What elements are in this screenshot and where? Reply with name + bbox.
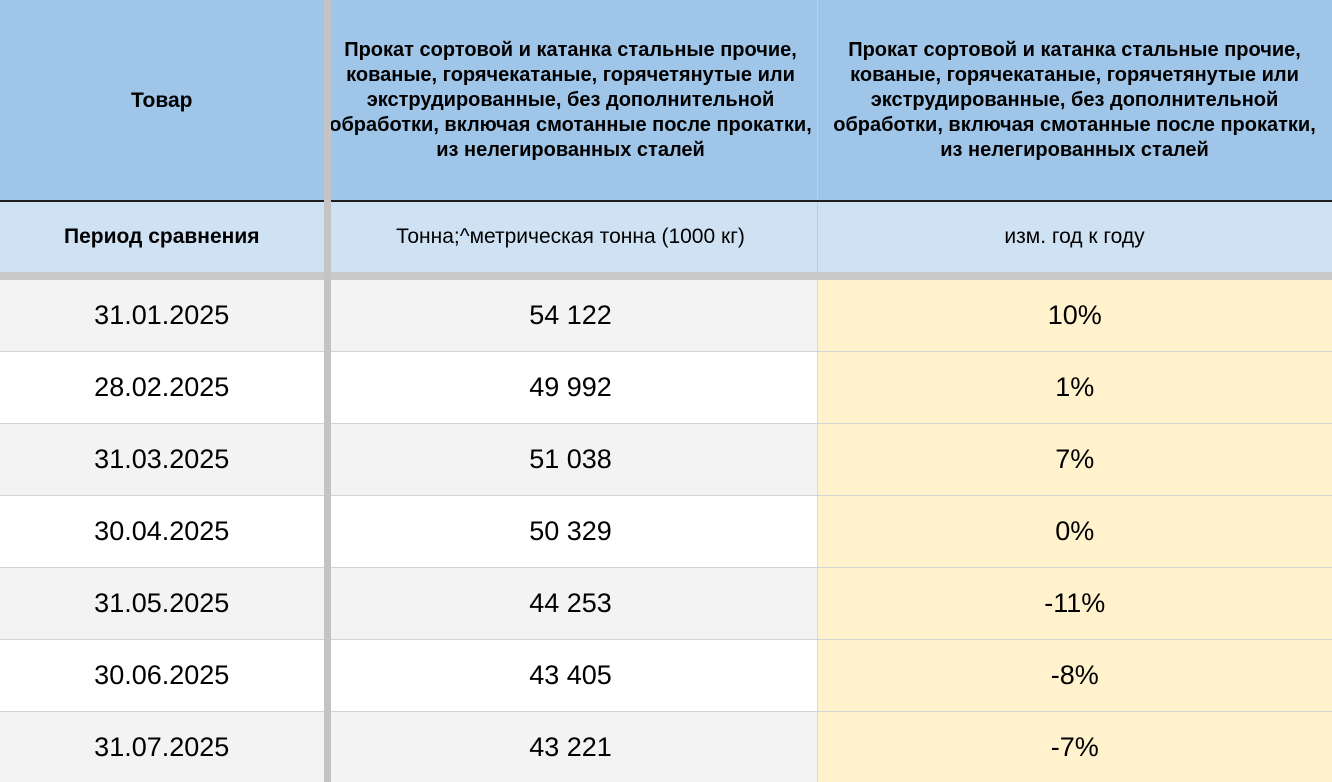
table-row: 30.06.2025 43 405 -8% bbox=[0, 639, 1332, 712]
change-cell[interactable]: 0% bbox=[817, 495, 1332, 568]
subheader-cell-period[interactable]: Период сравнения bbox=[0, 200, 325, 272]
table-row: 31.03.2025 51 038 7% bbox=[0, 423, 1332, 496]
date-cell[interactable]: 31.01.2025 bbox=[0, 280, 325, 352]
date-cell[interactable]: 31.03.2025 bbox=[0, 423, 325, 496]
frozen-row-divider bbox=[0, 272, 1332, 280]
header-change-label: Прокат сортовой и катанка стальные прочи… bbox=[833, 38, 1316, 161]
change-cell[interactable]: -8% bbox=[817, 639, 1332, 712]
header-cell-value[interactable]: Прокат сортовой и катанка стальные прочи… bbox=[324, 0, 818, 201]
subheader-cell-change[interactable]: изм. год к году bbox=[817, 200, 1332, 272]
table-row: 31.07.2025 43 221 -7% bbox=[0, 711, 1332, 782]
header-cell-change[interactable]: Прокат сортовой и катанка стальные прочи… bbox=[817, 0, 1332, 201]
header-cell-product[interactable]: Товар bbox=[0, 0, 325, 201]
value-cell[interactable]: 43 405 bbox=[324, 639, 818, 712]
date-cell[interactable]: 28.02.2025 bbox=[0, 351, 325, 424]
value-cell[interactable]: 51 038 bbox=[324, 423, 818, 496]
value-cell[interactable]: 44 253 bbox=[324, 567, 818, 640]
header-product-label: Товар bbox=[131, 88, 193, 112]
date-cell[interactable]: 30.04.2025 bbox=[0, 495, 325, 568]
date-cell[interactable]: 31.07.2025 bbox=[0, 711, 325, 782]
date-cell[interactable]: 30.06.2025 bbox=[0, 639, 325, 712]
subheader-cell-unit[interactable]: Тонна;^метрическая тонна (1000 кг) bbox=[324, 200, 818, 272]
table-row: 31.01.2025 54 122 10% bbox=[0, 280, 1332, 352]
table-row: 31.05.2025 44 253 -11% bbox=[0, 567, 1332, 640]
value-cell[interactable]: 54 122 bbox=[324, 280, 818, 352]
table-row: 28.02.2025 49 992 1% bbox=[0, 351, 1332, 424]
header-row: Товар Прокат сортовой и катанка стальные… bbox=[0, 0, 1332, 201]
change-cell[interactable]: 7% bbox=[817, 423, 1332, 496]
table-row: 30.04.2025 50 329 0% bbox=[0, 495, 1332, 568]
subheader-row: Период сравнения Тонна;^метрическая тонн… bbox=[0, 200, 1332, 272]
frozen-column-divider[interactable] bbox=[324, 0, 331, 782]
value-cell[interactable]: 49 992 bbox=[324, 351, 818, 424]
change-cell[interactable]: -7% bbox=[817, 711, 1332, 782]
value-cell[interactable]: 50 329 bbox=[324, 495, 818, 568]
change-cell[interactable]: 1% bbox=[817, 351, 1332, 424]
value-cell[interactable]: 43 221 bbox=[324, 711, 818, 782]
header-value-label: Прокат сортовой и катанка стальные прочи… bbox=[329, 38, 812, 161]
date-cell[interactable]: 31.05.2025 bbox=[0, 567, 325, 640]
change-cell[interactable]: 10% bbox=[817, 280, 1332, 352]
change-cell[interactable]: -11% bbox=[817, 567, 1332, 640]
